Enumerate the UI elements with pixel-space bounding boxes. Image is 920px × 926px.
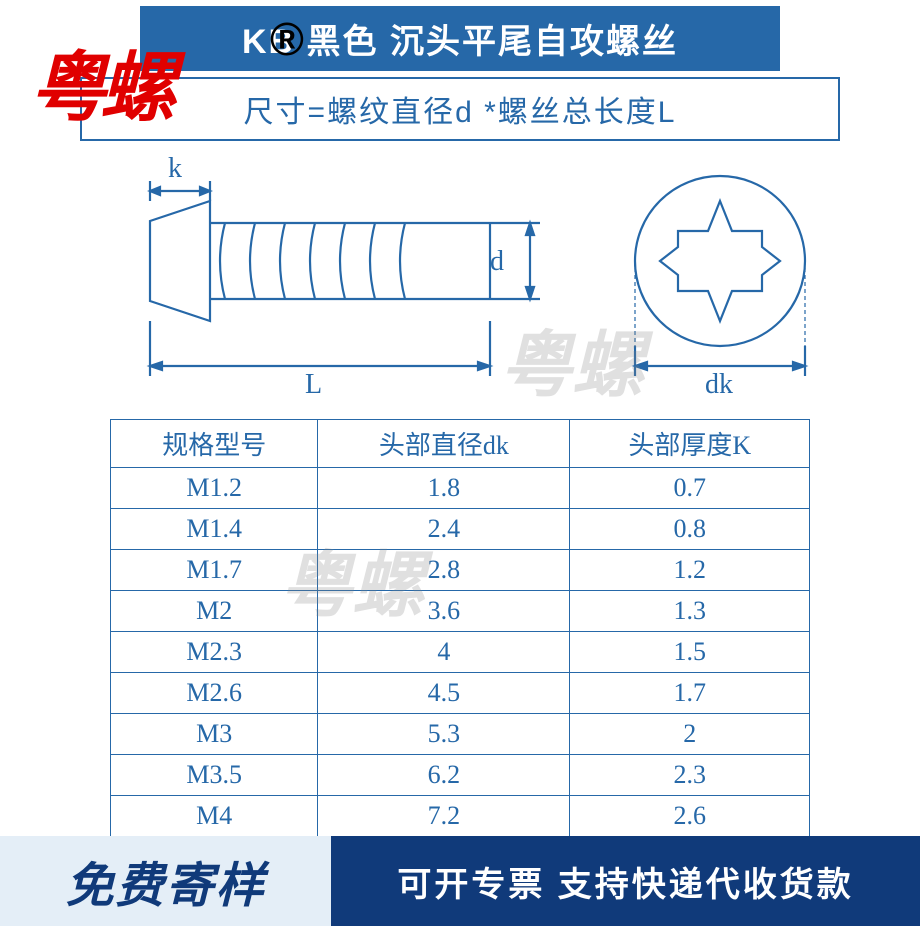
page-title: KB 黑色 沉头平尾自攻螺丝 (140, 6, 780, 71)
table-row: M1.21.80.7 (111, 468, 810, 509)
table-cell: 1.5 (570, 632, 810, 673)
registered-icon: ® (270, 12, 304, 66)
table-cell: M1.4 (111, 509, 318, 550)
table-cell: M2.3 (111, 632, 318, 673)
table-cell: 1.7 (570, 673, 810, 714)
table-cell: M3 (111, 714, 318, 755)
label-dk: dk (705, 369, 733, 401)
table-row: M47.22.6 (111, 796, 810, 837)
table-cell: 1.2 (570, 550, 810, 591)
table-cell: M2.6 (111, 673, 318, 714)
table-cell: 2.3 (570, 755, 810, 796)
label-d: d (490, 246, 504, 278)
table-row: M2.341.5 (111, 632, 810, 673)
table-row: M2.64.51.7 (111, 673, 810, 714)
table-cell: M2 (111, 591, 318, 632)
table-cell: 0.7 (570, 468, 810, 509)
spec-table: 规格型号 头部直径dk 头部厚度K M1.21.80.7M1.42.40.8M1… (110, 419, 810, 837)
col-dk: 头部直径dk (318, 420, 570, 468)
col-model: 规格型号 (111, 420, 318, 468)
table-cell: 3.6 (318, 591, 570, 632)
table-header-row: 规格型号 头部直径dk 头部厚度K (111, 420, 810, 468)
table-cell: 1.3 (570, 591, 810, 632)
table-cell: 4.5 (318, 673, 570, 714)
table-cell: M1.2 (111, 468, 318, 509)
table-cell: 6.2 (318, 755, 570, 796)
table-cell: 4 (318, 632, 570, 673)
table-cell: 1.8 (318, 468, 570, 509)
diagram-svg (60, 151, 860, 411)
footer-right: 可开专票 支持快递代收货款 (331, 836, 920, 926)
table-row: M35.32 (111, 714, 810, 755)
label-k: k (168, 153, 182, 185)
table-cell: 2 (570, 714, 810, 755)
table-row: M3.56.22.3 (111, 755, 810, 796)
table-cell: M3.5 (111, 755, 318, 796)
table-cell: 5.3 (318, 714, 570, 755)
table-cell: 7.2 (318, 796, 570, 837)
page-subtitle: 尺寸=螺纹直径d *螺丝总长度L (80, 77, 840, 141)
footer: 免费寄样 可开专票 支持快递代收货款 (0, 836, 920, 926)
table-row: M1.42.40.8 (111, 509, 810, 550)
brand-logo: 粤螺 (30, 26, 170, 136)
label-L: L (305, 369, 322, 401)
table-row: M23.61.3 (111, 591, 810, 632)
screw-diagram: k d L dk (60, 151, 860, 411)
table-cell: M4 (111, 796, 318, 837)
table-cell: 2.8 (318, 550, 570, 591)
table-cell: M1.7 (111, 550, 318, 591)
table-row: M1.72.81.2 (111, 550, 810, 591)
col-k: 头部厚度K (570, 420, 810, 468)
table-cell: 0.8 (570, 509, 810, 550)
footer-left: 免费寄样 (0, 836, 331, 926)
table-cell: 2.6 (570, 796, 810, 837)
table-cell: 2.4 (318, 509, 570, 550)
